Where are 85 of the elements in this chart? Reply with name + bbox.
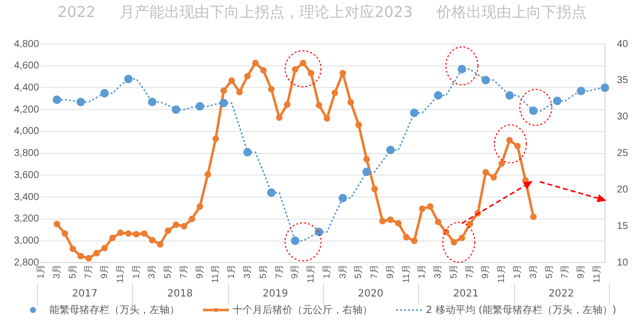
y-tick-label: 4,800 <box>14 38 40 50</box>
y2-tick-label: 35 <box>616 75 628 86</box>
y-tick-label: 4,600 <box>14 60 40 72</box>
x-tick-label: 11月 <box>400 264 411 283</box>
x-tick-label: 1月 <box>512 264 522 279</box>
text: 2018 <box>167 288 193 300</box>
point <box>505 91 514 100</box>
y2-tick-label: 20 <box>616 184 628 196</box>
point <box>482 76 490 84</box>
x-tick-label: 1月 <box>321 264 332 279</box>
x-tick-label: 3月 <box>528 264 538 279</box>
point <box>552 96 562 106</box>
x-tick-label: 9月 <box>194 264 204 279</box>
y2-tick-label: 10 <box>616 257 628 268</box>
point <box>600 83 610 92</box>
point <box>52 96 62 104</box>
point <box>243 148 252 156</box>
x-tick-label: 11月 <box>306 264 316 283</box>
x-tick-label: 11月 <box>496 264 506 283</box>
text: 2021 <box>453 288 479 300</box>
x-tick-label: 1月 <box>226 264 236 279</box>
point <box>529 106 538 115</box>
x-tick-label: 9月 <box>384 264 395 279</box>
y2-tick-label: 25 <box>616 148 628 160</box>
x-tick-label: 11月 <box>591 264 602 283</box>
x-tick-label: 1月 <box>130 264 141 279</box>
x-tick-label: 9月 <box>576 264 586 279</box>
x-tick-label: 7月 <box>464 264 474 279</box>
x-tick-label: 3月 <box>242 264 252 279</box>
y-tick-label: 3,200 <box>14 214 40 225</box>
y2-tick-label: 40 <box>616 38 628 50</box>
point <box>338 194 348 202</box>
y-tick-label: 3,000 <box>14 236 40 247</box>
point <box>219 98 228 108</box>
point <box>410 108 419 118</box>
x-tick-label: 7月 <box>560 264 570 279</box>
x-tick-label: 1月 <box>416 264 427 279</box>
text: 2020 <box>358 288 384 300</box>
x-tick-label: 5月 <box>544 264 554 279</box>
x-tick-label: 9月 <box>99 264 110 279</box>
x-tick-label: 3月 <box>51 264 62 279</box>
y-tick-label: 3,400 <box>14 192 40 203</box>
legend-label: 十个月后猪价（元公斤，右轴） <box>232 304 373 317</box>
point <box>290 236 300 246</box>
x-tick-label: 7月 <box>369 264 380 279</box>
x-tick-label: 9月 <box>480 264 490 279</box>
point <box>124 74 133 84</box>
point <box>76 98 85 106</box>
point <box>196 102 204 111</box>
point <box>386 146 395 154</box>
x-tick-label: 5月 <box>67 264 78 279</box>
text: 2022 <box>548 288 574 300</box>
point <box>100 88 109 98</box>
x-tick-label: 11月 <box>210 264 220 283</box>
y-tick-label: 3,600 <box>14 170 40 181</box>
x-tick-label: 5月 <box>258 264 268 279</box>
x-tick-label: 3月 <box>146 264 157 279</box>
y2-tick-label: 30 <box>616 112 628 123</box>
point <box>267 188 276 197</box>
chart-title: 2022 月产能出现由下向上拐点，理论上对应2023 价格出现由上向下拐点 <box>57 2 587 21</box>
x-tick-label: 9月 <box>290 264 300 279</box>
x-tick-label: 5月 <box>353 264 364 279</box>
point <box>148 98 156 106</box>
x-tick-label: 3月 <box>432 264 443 279</box>
x-tick-label: 11月 <box>114 264 125 283</box>
point <box>576 86 586 96</box>
y2-tick-label: 15 <box>616 220 628 232</box>
point <box>434 91 442 100</box>
x-tick-label: 3月 <box>337 264 348 279</box>
y-tick-label: 3,800 <box>14 148 40 160</box>
y-tick-label: 4,400 <box>14 82 40 94</box>
y-tick-label: 4,200 <box>14 104 40 116</box>
legend-label: 能繁母猪存栏（万头，左轴） <box>50 304 180 317</box>
x-tick-label: 5月 <box>162 264 173 279</box>
y-tick-label: 4,000 <box>14 126 40 138</box>
text: 2019 <box>262 288 288 300</box>
x-tick-label: 7月 <box>274 264 284 279</box>
x-tick-label: 5月 <box>448 264 458 279</box>
x-tick-label: 7月 <box>83 264 94 279</box>
point <box>172 105 180 114</box>
x-tick-label: 7月 <box>178 264 188 279</box>
point <box>458 64 466 74</box>
text: 2017 <box>72 288 98 300</box>
legend-label: 2 移动平均 (能繁母猪存栏（万头，左轴）) <box>426 304 616 317</box>
point <box>362 168 371 176</box>
